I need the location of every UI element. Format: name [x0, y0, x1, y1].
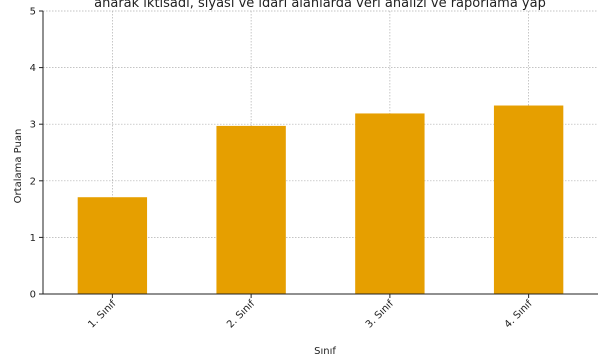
y-tick-label: 0 — [30, 290, 36, 301]
y-tick-label: 2 — [30, 176, 36, 187]
axes — [42, 11, 598, 295]
bar — [77, 197, 148, 294]
bars — [77, 105, 564, 294]
x-tick-label: 4. Sınıf — [503, 298, 535, 331]
chart-title: anarak iktisadi, siyasi ve idari alanlar… — [94, 0, 546, 11]
y-tick-label: 3 — [30, 120, 36, 131]
y-tick-label: 1 — [30, 233, 36, 244]
y-axis-label: Ortalama Puan — [13, 129, 24, 204]
x-tick-label: 3. Sınıf — [364, 298, 396, 331]
y-tick-label: 5 — [30, 7, 36, 18]
bar — [493, 105, 564, 294]
x-tick-label: 2. Sınıf — [225, 298, 257, 331]
y-tick-label: 4 — [30, 63, 36, 74]
bar — [355, 113, 425, 294]
x-axis-label: Sınıf — [314, 346, 336, 357]
x-tick-label: 1. Sınıf — [86, 298, 118, 331]
bar — [216, 125, 286, 294]
